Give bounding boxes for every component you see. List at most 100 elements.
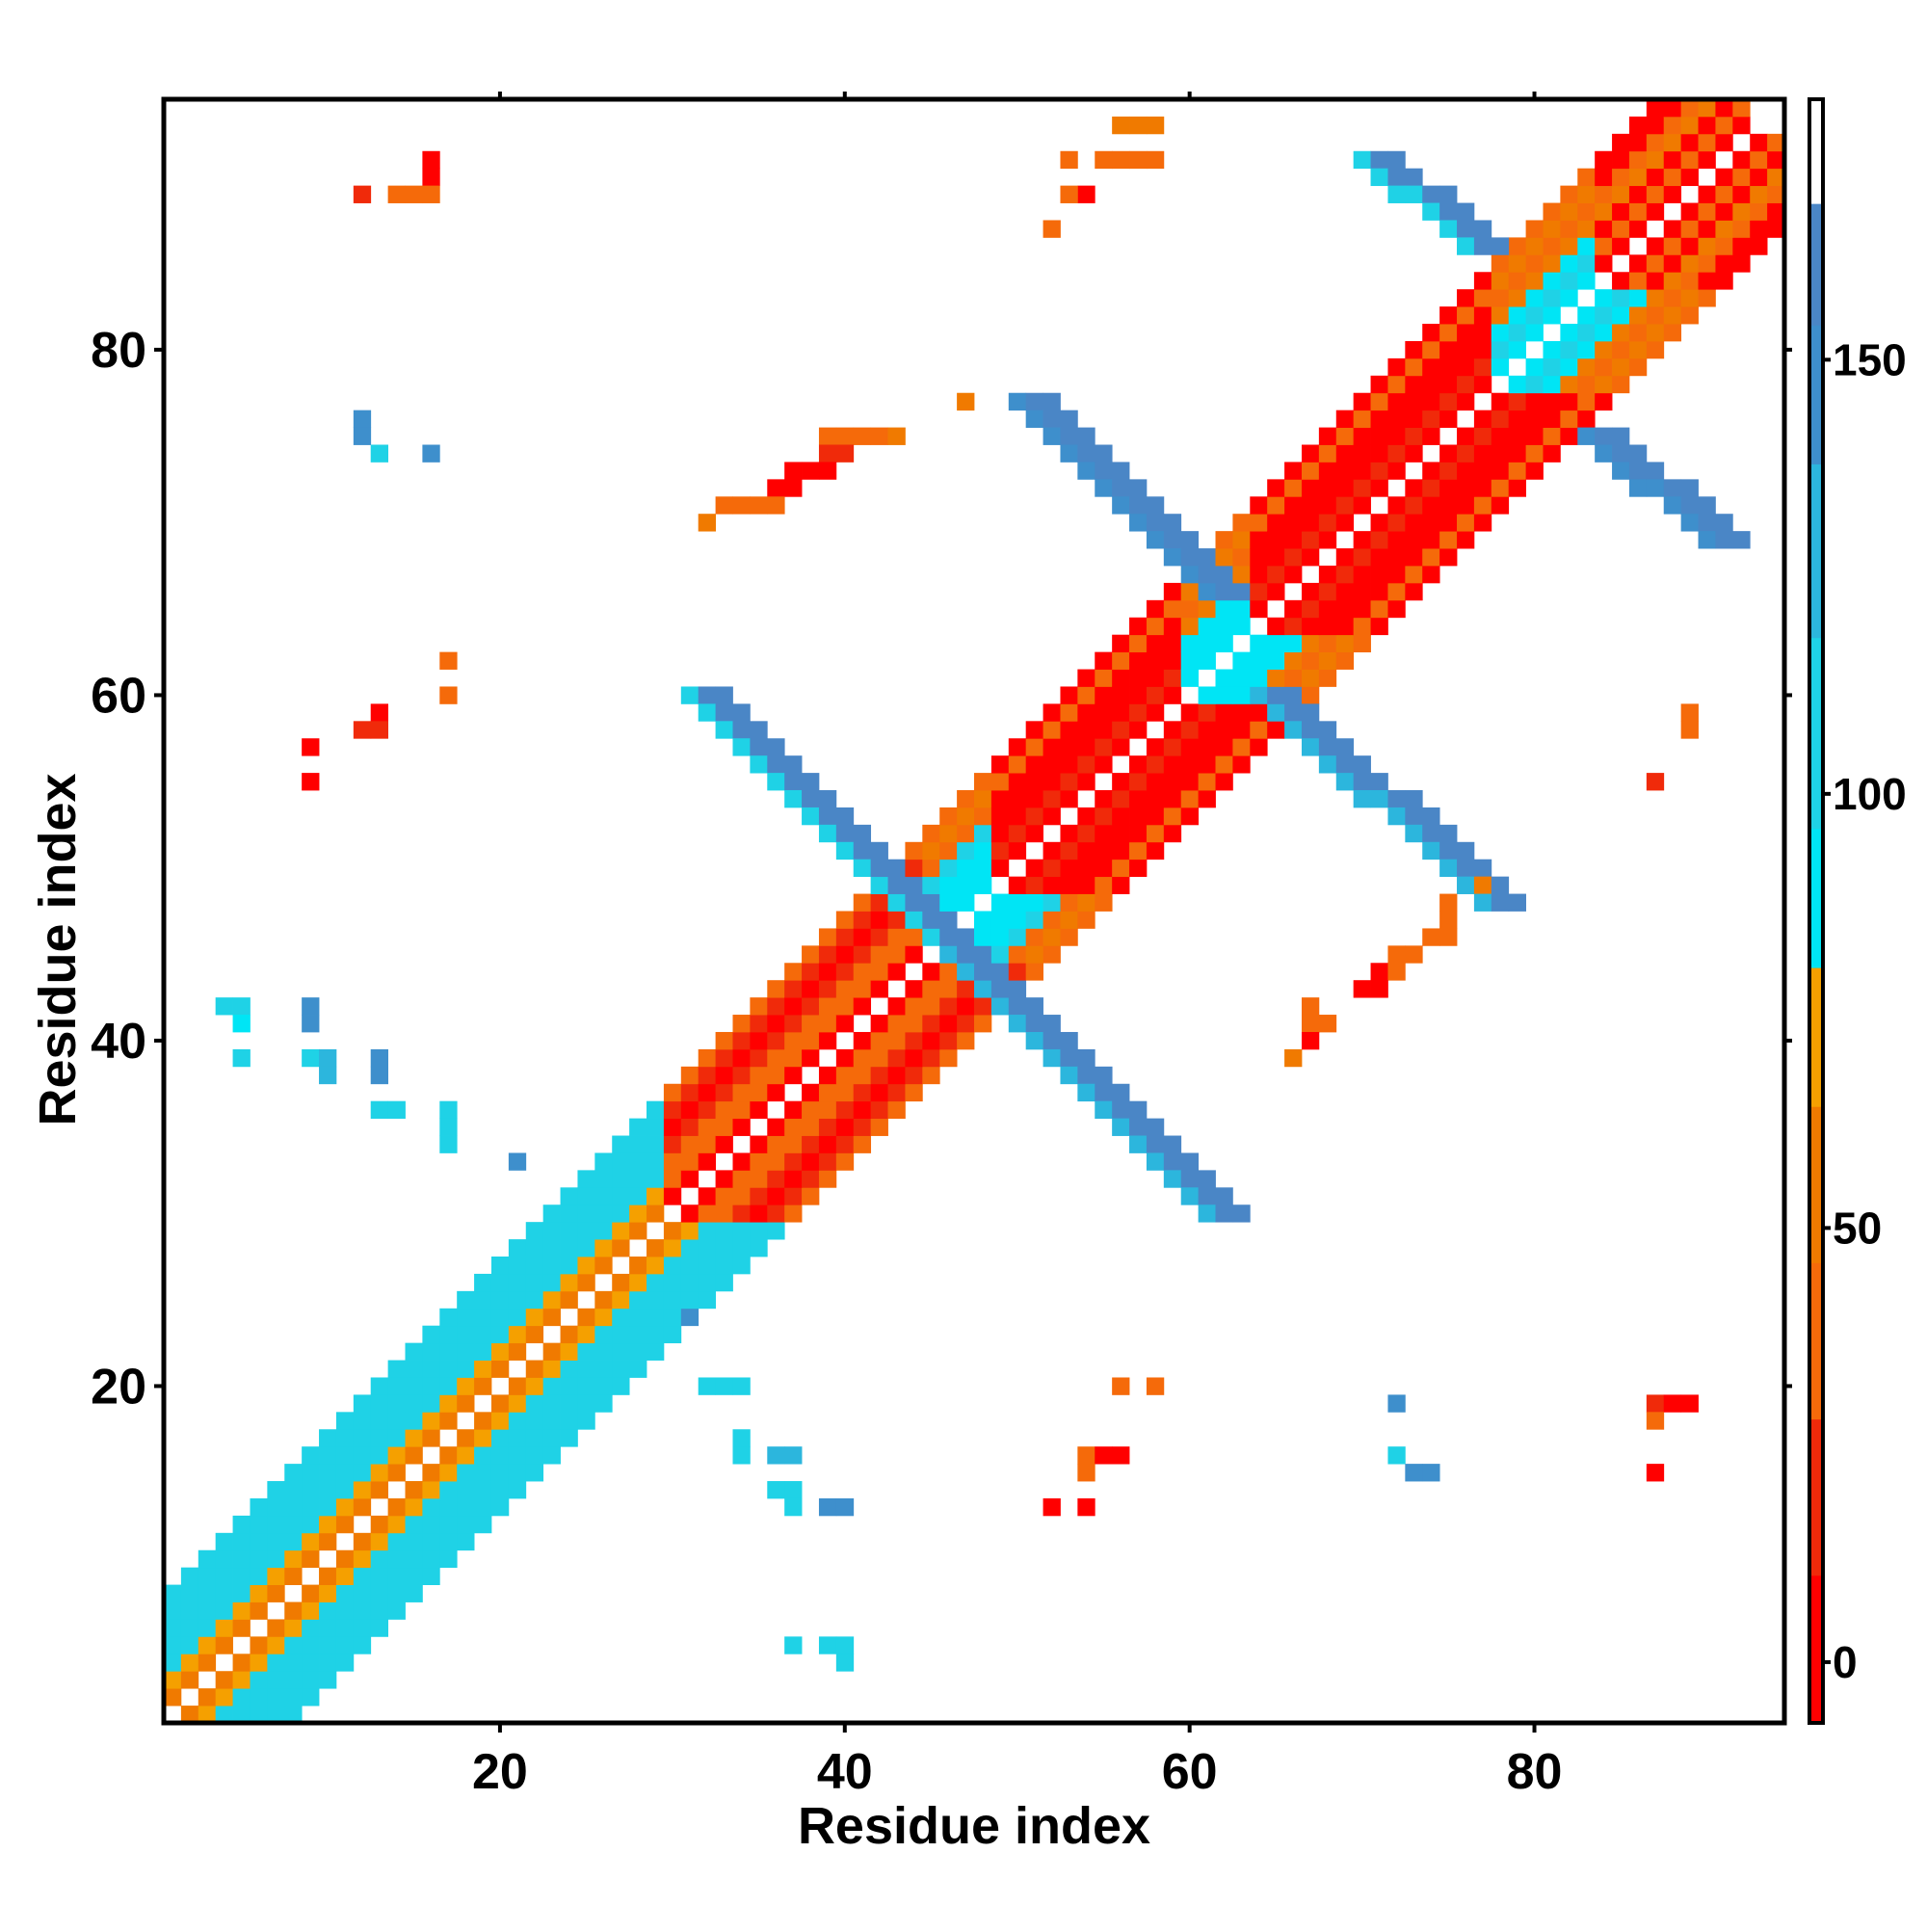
heatmap-cell bbox=[1112, 686, 1130, 704]
heatmap-cell bbox=[215, 1619, 233, 1637]
heatmap-cell bbox=[1646, 237, 1665, 255]
heatmap-cell bbox=[647, 1257, 665, 1275]
heatmap-cell bbox=[1180, 721, 1200, 739]
heatmap-cell bbox=[1370, 375, 1388, 394]
heatmap-cell bbox=[353, 427, 372, 445]
heatmap-cell bbox=[1060, 427, 1078, 445]
heatmap-cell bbox=[1284, 599, 1303, 619]
heatmap-cell bbox=[1473, 237, 1492, 255]
heatmap-cell bbox=[542, 1342, 561, 1361]
heatmap-cell bbox=[1577, 375, 1596, 394]
heatmap-cell bbox=[335, 1636, 355, 1654]
heatmap-cell bbox=[1077, 841, 1095, 860]
heatmap-cell bbox=[922, 997, 940, 1016]
heatmap-cell bbox=[542, 1273, 561, 1292]
y-tick-label: 60 bbox=[91, 668, 146, 724]
heatmap-cell bbox=[1008, 773, 1027, 791]
heatmap-cell bbox=[1060, 893, 1078, 912]
heatmap-cell bbox=[1577, 392, 1596, 411]
heatmap-cell bbox=[1663, 220, 1682, 238]
heatmap-cell bbox=[647, 1290, 665, 1310]
heatmap-cell bbox=[1284, 669, 1303, 687]
heatmap-cell bbox=[939, 945, 958, 964]
heatmap-cell bbox=[250, 1549, 268, 1569]
heatmap-cell bbox=[1025, 790, 1043, 808]
heatmap-cell bbox=[319, 1515, 337, 1534]
heatmap-cell bbox=[1698, 289, 1716, 307]
heatmap-cell bbox=[1232, 686, 1251, 704]
heatmap-cell bbox=[1387, 963, 1406, 981]
heatmap-cell bbox=[715, 1066, 733, 1085]
heatmap-cell bbox=[302, 773, 320, 791]
heatmap-cell bbox=[1646, 168, 1665, 187]
heatmap-cell bbox=[353, 185, 372, 203]
heatmap-cell bbox=[1335, 755, 1355, 774]
heatmap-cell bbox=[1215, 755, 1233, 774]
heatmap-cell bbox=[732, 1118, 751, 1136]
heatmap-cell bbox=[1439, 824, 1458, 843]
heatmap-cell bbox=[1250, 703, 1268, 722]
heatmap-cell bbox=[905, 911, 923, 929]
heatmap-cell bbox=[1750, 202, 1768, 221]
heatmap-cell bbox=[1405, 565, 1423, 584]
heatmap-cell bbox=[1543, 272, 1561, 290]
heatmap-cell bbox=[1353, 410, 1371, 428]
heatmap-cell bbox=[1560, 289, 1578, 307]
heatmap-cell bbox=[1301, 496, 1320, 515]
heatmap-cell bbox=[1715, 116, 1733, 135]
heatmap-cell bbox=[457, 1342, 475, 1361]
heatmap-cell bbox=[612, 1152, 630, 1171]
heatmap-cell bbox=[1335, 599, 1355, 619]
heatmap-cell bbox=[1301, 738, 1320, 756]
heatmap-cell bbox=[1491, 410, 1510, 428]
heatmap-cell bbox=[1284, 703, 1303, 722]
heatmap-cell bbox=[439, 1412, 458, 1430]
heatmap-cell bbox=[974, 876, 992, 894]
heatmap-cell bbox=[612, 1325, 630, 1344]
heatmap-cell bbox=[1612, 289, 1630, 307]
heatmap-cell bbox=[508, 1394, 527, 1413]
heatmap-cell bbox=[319, 1671, 337, 1689]
heatmap-cell bbox=[698, 1135, 716, 1153]
heatmap-cell bbox=[990, 841, 1010, 860]
heatmap-cell bbox=[1095, 807, 1113, 826]
heatmap-cell bbox=[232, 1515, 251, 1534]
heatmap-cell bbox=[1439, 185, 1458, 203]
heatmap-cell bbox=[1353, 582, 1371, 601]
heatmap-cell bbox=[577, 1394, 595, 1413]
heatmap-cell bbox=[1680, 272, 1699, 290]
heatmap-cell bbox=[1335, 548, 1355, 567]
heatmap-cell bbox=[1353, 565, 1371, 584]
heatmap-cell bbox=[1180, 531, 1200, 549]
heatmap-cell bbox=[887, 1083, 906, 1102]
heatmap-cell bbox=[750, 997, 768, 1016]
heatmap-cell bbox=[335, 1549, 355, 1569]
heatmap-cell bbox=[1180, 1170, 1200, 1188]
heatmap-cell bbox=[284, 1619, 303, 1637]
heatmap-cell bbox=[1370, 565, 1388, 584]
heatmap-cell bbox=[1025, 738, 1043, 756]
heatmap-cell bbox=[767, 1031, 785, 1050]
heatmap-cell bbox=[1215, 548, 1233, 567]
heatmap-cell bbox=[1112, 116, 1130, 135]
heatmap-cell bbox=[1250, 651, 1268, 670]
heatmap-cell bbox=[1612, 427, 1630, 445]
heatmap-cell bbox=[1146, 686, 1165, 704]
heatmap-cell bbox=[1387, 410, 1406, 428]
heatmap-cell bbox=[647, 1325, 665, 1344]
heatmap-cell bbox=[835, 980, 855, 998]
heatmap-cell bbox=[1457, 444, 1475, 463]
heatmap-cell bbox=[1646, 272, 1665, 290]
heatmap-cell bbox=[1060, 755, 1078, 774]
heatmap-cell bbox=[1301, 634, 1320, 653]
heatmap-cell bbox=[439, 1118, 458, 1136]
heatmap-cell bbox=[577, 1325, 595, 1344]
heatmap-cell bbox=[1612, 202, 1630, 221]
heatmap-cell bbox=[1095, 893, 1113, 912]
heatmap-cell bbox=[1129, 1118, 1148, 1136]
heatmap-cell bbox=[1301, 669, 1320, 687]
heatmap-cell bbox=[1008, 876, 1027, 894]
heatmap-cell bbox=[1439, 410, 1458, 428]
heatmap-cell bbox=[1595, 168, 1613, 187]
heatmap-cell bbox=[387, 1412, 406, 1430]
